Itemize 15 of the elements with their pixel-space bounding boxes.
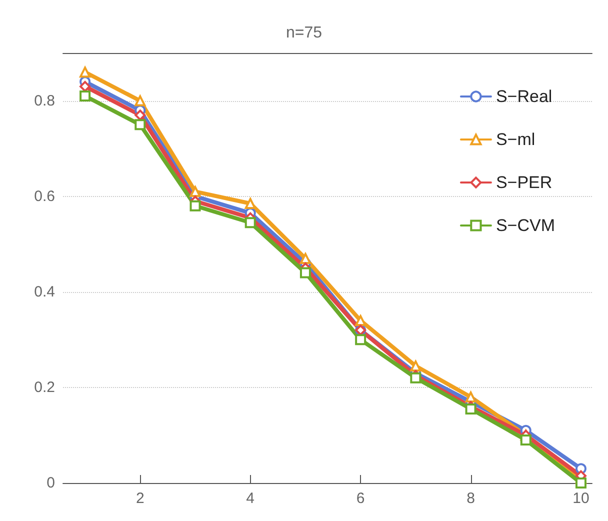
legend-label: S−CVM bbox=[496, 216, 556, 235]
y-tick-label: 0.4 bbox=[34, 283, 55, 300]
legend-label: S−PER bbox=[496, 173, 552, 192]
y-tick-label: 0 bbox=[46, 474, 55, 492]
chart-title: n=75 bbox=[286, 24, 322, 42]
y-tick-label: 0.2 bbox=[34, 378, 55, 396]
y-tick-label: 0.8 bbox=[34, 92, 55, 110]
x-tick-label: 2 bbox=[136, 490, 144, 507]
y-tick-label: 0.6 bbox=[34, 188, 55, 205]
legend-label: S−ml bbox=[496, 130, 536, 149]
legend-label: S−Real bbox=[496, 87, 552, 106]
x-tick-label: 10 bbox=[572, 490, 590, 507]
x-tick-label: 6 bbox=[356, 490, 365, 507]
x-tick-label: 4 bbox=[246, 490, 255, 507]
x-tick-label: 8 bbox=[466, 490, 475, 507]
